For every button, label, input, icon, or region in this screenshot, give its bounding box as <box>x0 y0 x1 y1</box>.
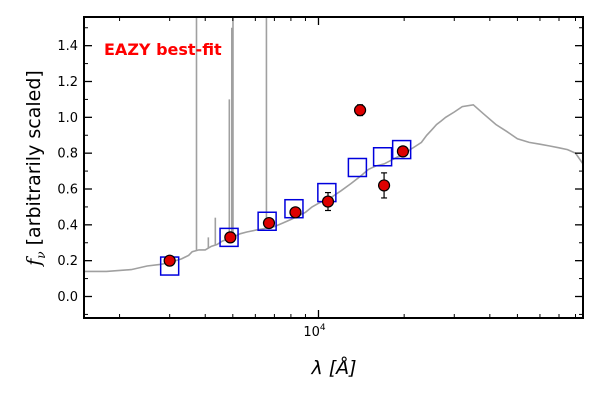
y-axis-label: fν [arbitrarily scaled] <box>23 70 48 268</box>
observed-flux-point <box>377 179 391 192</box>
plot-frame <box>83 16 584 319</box>
model-flux-box <box>257 211 277 231</box>
plot-inner <box>84 17 583 276</box>
observed-flux-point <box>289 206 302 219</box>
model-flux-box <box>391 139 412 160</box>
x-tick-label-exponent: 4 <box>320 323 326 333</box>
y-tick-label: 0.0 <box>57 290 78 305</box>
y-tick-label: 0.4 <box>57 218 78 233</box>
y-tick-label: 1.0 <box>57 111 78 126</box>
x-tick-label: 104 <box>303 323 326 340</box>
plot-area: 0.0 0.2 0.4 0.6 0.8 1.0 1.2 1.4 104 <box>57 17 583 340</box>
y-axis-label-text: [arbitrarily scaled] <box>23 70 45 251</box>
y-tick-label: 0.6 <box>57 183 78 198</box>
y-axis-label-subscript: ν <box>34 251 48 258</box>
observed-flux-point <box>353 104 367 117</box>
observed-flux-point <box>262 216 276 230</box>
observed-flux-point <box>224 231 237 244</box>
y-tick-label: 0.2 <box>57 254 78 269</box>
y-tick-label: 1.4 <box>57 39 78 54</box>
y-tick-label: 0.8 <box>57 147 78 162</box>
model-flux-box <box>372 147 393 167</box>
observed-flux-point <box>396 145 410 158</box>
x-axis-label: λ [Å] <box>310 356 356 379</box>
observed-flux-point <box>163 254 176 267</box>
chart-annotation: EAZY best-fit <box>104 40 222 59</box>
template-spectrum-line <box>84 103 583 273</box>
x-tick-label-base: 10 <box>303 325 320 340</box>
y-axis-label-symbol: f <box>23 256 45 268</box>
y-tick-label: 1.2 <box>57 75 78 90</box>
model-flux-box <box>219 227 239 248</box>
model-flux-box <box>347 157 368 178</box>
observed-flux-point <box>321 195 335 208</box>
